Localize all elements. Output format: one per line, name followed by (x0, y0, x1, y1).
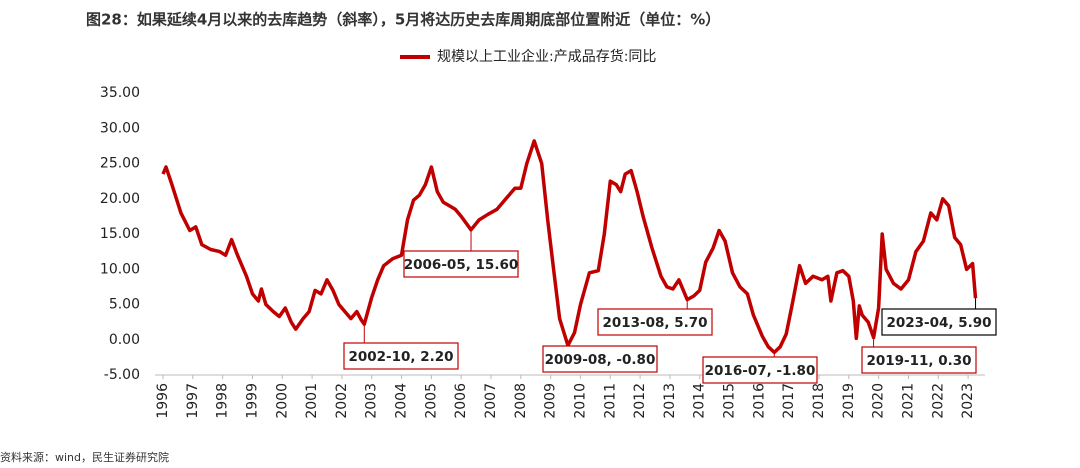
y-tick-label: 20.00 (100, 191, 140, 207)
annotation-box (702, 356, 818, 384)
x-tick-label: 2012 (632, 383, 648, 419)
x-tick-label: 2008 (513, 383, 529, 419)
x-tick-label: 2005 (423, 383, 439, 419)
x-tick-label: 2017 (781, 383, 797, 419)
x-tick-label: 2020 (871, 383, 887, 419)
y-tick-label: 15.00 (100, 226, 140, 242)
y-tick-label: -5.00 (104, 367, 140, 383)
x-tick-label: 2001 (304, 383, 320, 419)
x-tick-label: 2021 (900, 383, 916, 419)
y-tick-label: 30.00 (100, 120, 140, 136)
x-tick-label: 2018 (811, 383, 827, 419)
x-tick-label: 1999 (244, 383, 260, 419)
x-tick-label: 2007 (483, 383, 499, 419)
annotation-label: 2013-08, 5.70 (602, 315, 707, 331)
annotation-label: 2006-05, 15.60 (404, 257, 519, 273)
x-tick-label: 1996 (155, 383, 171, 419)
x-tick-label: 2002 (334, 383, 350, 419)
y-tick-label: 5.00 (109, 297, 140, 313)
x-tick-label: 2019 (841, 383, 857, 419)
annotation-box (597, 308, 713, 336)
annotation-label: 2019-11, 0.30 (866, 353, 971, 369)
x-tick-label: 2003 (364, 383, 380, 419)
annotation-label: 2023-04, 5.90 (886, 315, 991, 331)
series-line (161, 139, 978, 355)
y-tick-label: 25.00 (100, 156, 140, 172)
annotation-box (343, 342, 459, 370)
annotation-label: 2009-08, -0.80 (545, 352, 656, 368)
annotation-box (861, 346, 977, 374)
annotation-label: 2002-10, 2.20 (348, 349, 453, 365)
chart-title: 图28：如果延续4月以来的去库趋势（斜率），5月将达历史去库周期底部位置附近（单… (86, 11, 720, 29)
y-tick-label: 35.00 (100, 85, 140, 101)
x-tick-label: 2023 (960, 383, 976, 419)
x-tick-label: 1997 (185, 383, 201, 419)
annotation-box (542, 345, 658, 373)
x-tick-label: 1998 (215, 383, 231, 419)
annotation-label: 2016-07, -1.80 (705, 363, 816, 379)
x-tick-label: 2014 (692, 383, 708, 419)
x-tick-label: 2013 (662, 383, 678, 419)
x-tick-label: 2006 (453, 383, 469, 419)
annotation-box (403, 250, 519, 278)
x-tick-label: 2022 (930, 383, 946, 419)
x-tick-label: 2011 (602, 383, 618, 419)
annotation-box (881, 308, 997, 336)
x-tick-label: 2009 (543, 383, 559, 419)
legend-label: 规模以上工业企业:产成品存货:同比 (437, 48, 656, 65)
x-tick-label: 2000 (274, 383, 290, 419)
source: 资料来源：wind，民生证券研究院 (0, 450, 169, 464)
x-tick-label: 2004 (394, 383, 410, 419)
x-tick-label: 2015 (722, 383, 738, 419)
y-tick-label: 10.00 (100, 261, 140, 277)
x-tick-label: 2016 (751, 383, 767, 419)
y-tick-label: 0.00 (109, 332, 140, 348)
x-tick-label: 2010 (572, 383, 588, 419)
